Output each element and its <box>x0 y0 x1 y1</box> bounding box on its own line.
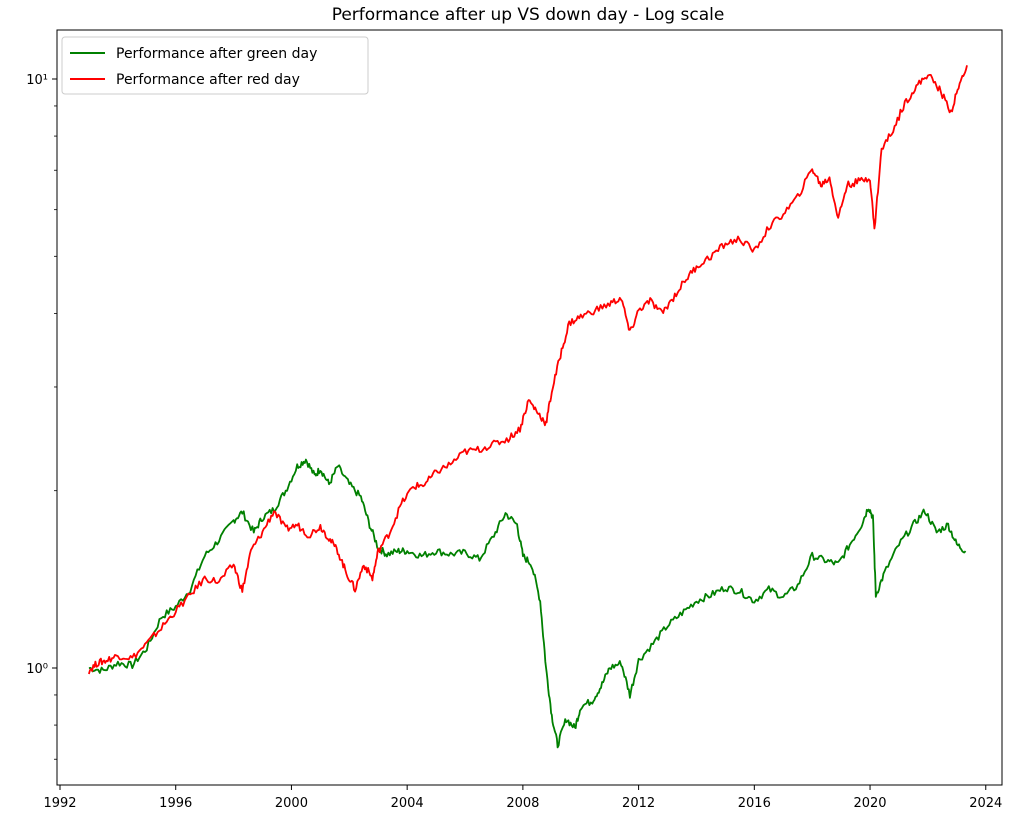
x-tick-label: 2004 <box>391 796 424 811</box>
legend: Performance after green day Performance … <box>61 36 369 95</box>
y-tick-label: 10⁰ <box>26 662 48 677</box>
series-line-green <box>88 458 967 749</box>
x-tick-label: 2000 <box>275 796 308 811</box>
legend-label-red: Performance after red day <box>116 72 300 88</box>
series-line-red <box>88 65 968 675</box>
x-tick-label: 2012 <box>622 796 655 811</box>
x-tick-label: 2024 <box>969 796 1002 811</box>
series-layer <box>88 65 968 749</box>
y-axis: 10⁰ 10¹ <box>26 73 57 760</box>
legend-box <box>61 36 369 95</box>
x-tick-label: 1996 <box>159 796 192 811</box>
x-axis: 1992 1996 2000 2004 2008 2012 2016 2020 2024 <box>43 785 1002 811</box>
legend-label-green: Performance after green day <box>116 46 317 62</box>
x-tick-label: 2008 <box>506 796 539 811</box>
chart-title: Performance after up VS down day - Log s… <box>332 5 725 25</box>
plot-area <box>56 29 1003 786</box>
y-tick-label: 10¹ <box>26 73 48 88</box>
x-tick-label: 2016 <box>738 796 771 811</box>
x-tick-label: 2020 <box>853 796 886 811</box>
x-tick-label: 1992 <box>43 796 76 811</box>
